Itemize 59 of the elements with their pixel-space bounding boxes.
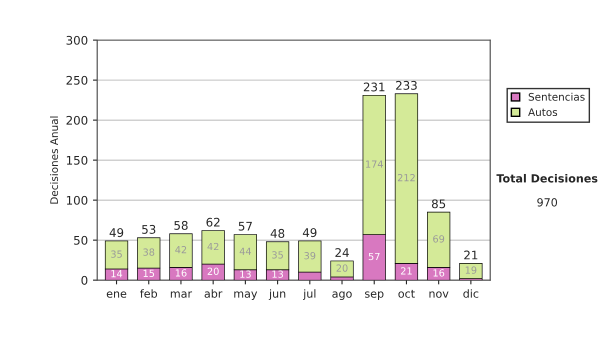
total-label: 231 (364, 82, 384, 92)
y-tick-label: 0 (81, 276, 88, 285)
bar (330, 260, 354, 278)
x-tick-label: ago (332, 291, 352, 300)
y-tick-label: 250 (66, 76, 88, 85)
x-tick-label: jun (268, 289, 286, 300)
total-label: 49 (302, 228, 316, 238)
y-tick-label: 100 (66, 196, 88, 205)
total-label: 49 (110, 228, 124, 238)
y-axis-title: Decisiones Anual (50, 116, 58, 204)
legend-label: Autos (528, 108, 558, 116)
x-tick-label: feb (140, 289, 158, 298)
y-tick-label: 150 (66, 156, 88, 165)
data-label: 69 (433, 235, 444, 243)
total-label: 57 (238, 222, 252, 231)
data-label: 15 (144, 270, 154, 277)
data-label: 21 (400, 267, 412, 274)
data-label: 20 (208, 268, 219, 275)
data-label: 44 (240, 248, 252, 255)
x-tick-label: ene (106, 291, 126, 298)
data-label: 35 (272, 251, 283, 259)
legend-label: Sentencias (528, 92, 585, 101)
bar (459, 263, 482, 279)
y-tick-label: 300 (66, 36, 88, 45)
data-label: 14 (111, 270, 122, 278)
data-label: 42 (175, 246, 186, 254)
data-label: 20 (336, 264, 348, 272)
x-tick-label: abr (204, 289, 222, 298)
x-tick-label: jul (303, 289, 316, 300)
data-label: 174 (366, 160, 383, 168)
data-label: 57 (368, 252, 380, 260)
data-label: 42 (207, 242, 218, 250)
x-tick-label: nov (429, 291, 449, 298)
total-label: 21 (464, 250, 478, 260)
total-label: 24 (335, 248, 349, 257)
data-label: 38 (143, 248, 154, 256)
data-label: 35 (111, 250, 122, 258)
data-label: 13 (240, 270, 251, 278)
x-tick-label: may (234, 291, 258, 300)
x-tick-label: oct (398, 290, 415, 298)
total-label: 85 (432, 199, 446, 208)
text: Total Decisiones (496, 174, 598, 183)
data-label: 16 (176, 269, 187, 277)
text: 970 (537, 198, 558, 207)
y-tick-label: 200 (66, 116, 88, 125)
total-label: 62 (206, 218, 220, 227)
data-label: 13 (272, 270, 283, 278)
total-label: 233 (396, 80, 417, 90)
x-tick-label: sep (364, 291, 384, 300)
y-tick-label: 50 (74, 236, 88, 245)
data-label: 19 (466, 266, 476, 274)
data-label: 212 (398, 174, 415, 182)
total-label: 48 (270, 228, 284, 238)
x-tick-label: dic (463, 289, 478, 298)
total-label: 53 (142, 224, 156, 234)
total-label: 58 (174, 220, 188, 230)
data-label: 39 (304, 252, 316, 260)
data-label: 16 (434, 269, 444, 277)
x-tick-label: mar (170, 291, 192, 298)
